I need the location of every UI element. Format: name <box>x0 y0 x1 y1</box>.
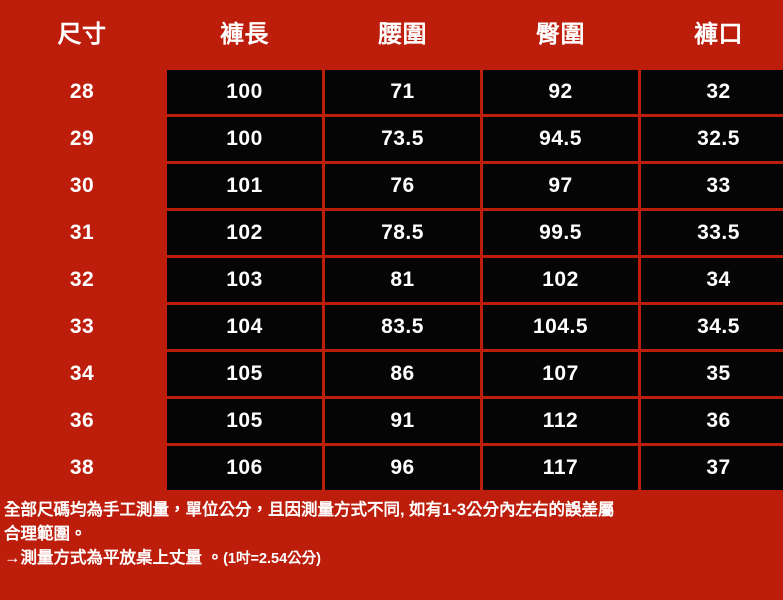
cell-waist: 78.5 <box>325 211 480 255</box>
note-line-3: →測量方式為平放桌上丈量 。(1吋=2.54公分) <box>4 547 779 571</box>
cell-waist: 76 <box>325 164 480 208</box>
cell-waist: 73.5 <box>325 117 480 161</box>
cell-pants-length: 104 <box>167 305 322 349</box>
table-row: 34 105 86 107 35 <box>0 352 783 396</box>
cell-waist: 86 <box>325 352 480 396</box>
cell-size: 38 <box>0 446 164 490</box>
cell-pants-length: 105 <box>167 399 322 443</box>
cell-pants-length: 100 <box>167 117 322 161</box>
cell-hip: 102 <box>483 258 638 302</box>
size-table: 尺寸 褲長 腰圍 臀圍 褲口 28 100 71 92 32 29 100 <box>0 3 783 490</box>
cell-hip: 92 <box>483 70 638 114</box>
cell-pants-length: 106 <box>167 446 322 490</box>
cell-size: 29 <box>0 117 164 161</box>
cell-size: 32 <box>0 258 164 302</box>
cell-leg-opening: 32.5 <box>641 117 783 161</box>
cell-hip: 97 <box>483 164 638 208</box>
column-header-leg-opening: 褲口 <box>641 3 783 67</box>
table-row: 32 103 81 102 34 <box>0 258 783 302</box>
cell-pants-length: 105 <box>167 352 322 396</box>
table-row: 38 106 96 117 37 <box>0 446 783 490</box>
cell-hip: 99.5 <box>483 211 638 255</box>
cell-leg-opening: 33 <box>641 164 783 208</box>
cell-pants-length: 100 <box>167 70 322 114</box>
table-row: 36 105 91 112 36 <box>0 399 783 443</box>
note-inch-conversion: (1吋=2.54公分) <box>223 550 322 567</box>
cell-leg-opening: 33.5 <box>641 211 783 255</box>
size-table-container: 尺寸 褲長 腰圍 臀圍 褲口 28 100 71 92 32 29 100 <box>0 3 783 490</box>
cell-leg-opening: 37 <box>641 446 783 490</box>
table-body: 28 100 71 92 32 29 100 73.5 94.5 32.5 30… <box>0 70 783 490</box>
column-header-waist: 腰圍 <box>325 3 480 67</box>
cell-hip: 112 <box>483 399 638 443</box>
cell-waist: 81 <box>325 258 480 302</box>
cell-hip: 117 <box>483 446 638 490</box>
table-row: 29 100 73.5 94.5 32.5 <box>0 117 783 161</box>
cell-pants-length: 102 <box>167 211 322 255</box>
cell-hip: 107 <box>483 352 638 396</box>
cell-hip: 104.5 <box>483 305 638 349</box>
note-line-3-text: →測量方式為平放桌上丈量 。 <box>4 548 224 567</box>
cell-leg-opening: 35 <box>641 352 783 396</box>
cell-pants-length: 101 <box>167 164 322 208</box>
cell-waist: 96 <box>325 446 480 490</box>
cell-waist: 83.5 <box>325 305 480 349</box>
table-row: 30 101 76 97 33 <box>0 164 783 208</box>
cell-size: 28 <box>0 70 164 114</box>
table-header: 尺寸 褲長 腰圍 臀圍 褲口 <box>0 3 783 67</box>
cell-pants-length: 103 <box>167 258 322 302</box>
table-row: 31 102 78.5 99.5 33.5 <box>0 211 783 255</box>
cell-size: 36 <box>0 399 164 443</box>
measurement-notes: 全部尺碼均為手工測量，單位公分，且因測量方式不同, 如有1-3公分內左右的誤差屬… <box>0 493 783 571</box>
column-header-hip: 臀圍 <box>483 3 638 67</box>
cell-size: 33 <box>0 305 164 349</box>
note-line-2: 合理範圍。 <box>4 524 87 543</box>
cell-size: 31 <box>0 211 164 255</box>
cell-waist: 91 <box>325 399 480 443</box>
column-header-size: 尺寸 <box>0 3 164 67</box>
cell-leg-opening: 32 <box>641 70 783 114</box>
cell-leg-opening: 34 <box>641 258 783 302</box>
cell-size: 30 <box>0 164 164 208</box>
table-row: 33 104 83.5 104.5 34.5 <box>0 305 783 349</box>
note-line-1: 全部尺碼均為手工測量，單位公分，且因測量方式不同, 如有1-3公分內左右的誤差屬 <box>4 501 615 519</box>
column-header-pants-length: 褲長 <box>167 3 322 67</box>
cell-leg-opening: 34.5 <box>641 305 783 349</box>
table-row: 28 100 71 92 32 <box>0 70 783 114</box>
header-row: 尺寸 褲長 腰圍 臀圍 褲口 <box>0 3 783 67</box>
cell-leg-opening: 36 <box>641 399 783 443</box>
cell-size: 34 <box>0 352 164 396</box>
cell-hip: 94.5 <box>483 117 638 161</box>
cell-waist: 71 <box>325 70 480 114</box>
